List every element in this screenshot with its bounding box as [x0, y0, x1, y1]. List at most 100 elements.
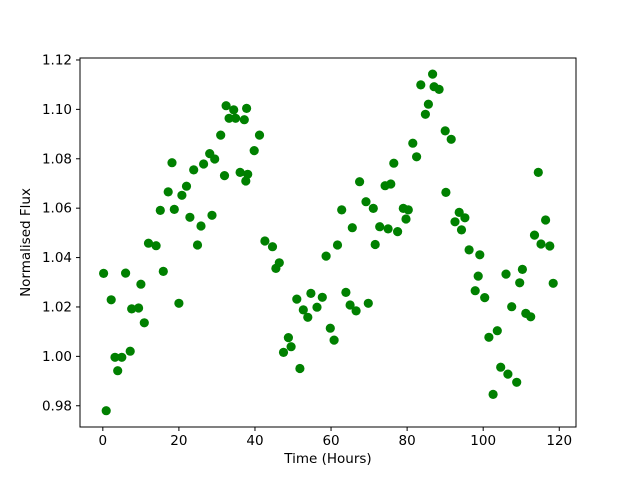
scatter-point: [216, 130, 226, 140]
scatter-point: [199, 159, 209, 169]
scatter-point: [110, 352, 120, 362]
x-tick-label: 20: [170, 433, 187, 449]
scatter-point: [169, 204, 179, 214]
y-tick-label: 1.12: [42, 52, 72, 68]
scatter-point: [189, 165, 199, 175]
scatter-point: [243, 169, 253, 179]
y-tick-label: 1.06: [42, 201, 72, 217]
y-tick-label: 1.02: [42, 299, 72, 315]
scatter-point: [163, 187, 173, 197]
scatter-point: [254, 130, 265, 140]
y-tick-label: 1.10: [42, 102, 72, 118]
scatter-point: [249, 146, 259, 156]
scatter-point: [512, 377, 522, 387]
scatter-point: [117, 352, 127, 362]
scatter-point: [454, 207, 464, 217]
scatter-point: [260, 236, 270, 246]
scatter-point: [484, 332, 494, 342]
scatter-point: [283, 333, 293, 343]
scatter-point: [134, 303, 144, 313]
data-points: [99, 69, 558, 416]
scatter-point: [361, 197, 371, 207]
scatter-point: [496, 362, 506, 372]
x-tick-label: 80: [399, 433, 416, 449]
scatter-point: [345, 300, 355, 310]
scatter-point: [541, 215, 551, 225]
scatter-point: [167, 158, 177, 168]
x-axis-label: Time (Hours): [283, 451, 371, 467]
x-tick-label: 100: [470, 433, 496, 449]
scatter-point: [475, 250, 485, 260]
scatter-point: [389, 158, 399, 168]
scatter-point: [501, 269, 511, 279]
scatter-point: [460, 213, 470, 223]
scatter-point: [434, 84, 444, 94]
axes: 0 20 40 60 80 100 120 0.98 1.00 1.02 1.04 1.06 1.08 1…: [42, 52, 577, 449]
scatter-point: [136, 279, 146, 289]
scatter-point: [420, 109, 430, 119]
y-tick-label: 1.08: [42, 151, 72, 167]
scatter-point: [151, 241, 161, 251]
scatter-point: [368, 203, 378, 213]
scatter-point: [363, 298, 373, 308]
scatter-point: [492, 326, 502, 336]
scatter-point: [113, 366, 123, 376]
scatter-point: [488, 389, 498, 399]
scatter-point: [440, 126, 450, 136]
scatter-point: [503, 369, 513, 379]
scatter-point: [267, 242, 278, 252]
scatter-point: [174, 298, 184, 308]
scatter-point: [450, 217, 460, 227]
scatter-point: [529, 230, 540, 240]
scatter-point: [196, 221, 206, 231]
scatter-point: [295, 363, 305, 374]
scatter-point: [545, 241, 555, 251]
x-tick-label: 0: [99, 433, 108, 449]
scatter-point: [317, 292, 327, 302]
scatter-point: [219, 171, 230, 181]
scatter-point: [303, 312, 313, 322]
x-tick-label: 120: [546, 433, 572, 449]
scatter-point: [480, 293, 490, 303]
scatter-point: [351, 306, 361, 316]
scatter-point: [306, 288, 316, 298]
plot-background: [80, 58, 576, 427]
scatter-point: [416, 80, 426, 90]
scatter-point: [526, 312, 536, 322]
scatter-point: [375, 222, 385, 232]
scatter-point: [456, 225, 467, 235]
x-tick-label: 40: [246, 433, 263, 449]
y-tick-label: 0.98: [42, 398, 72, 414]
scatter-point: [298, 305, 308, 315]
scatter-point: [99, 268, 109, 278]
scatter-point: [548, 278, 558, 288]
scatter-point: [464, 245, 474, 255]
scatter-point: [470, 286, 480, 296]
scatter-point: [235, 167, 245, 177]
scatter-point: [401, 214, 411, 224]
y-tick-label: 1.00: [42, 349, 72, 365]
scatter-point: [312, 302, 322, 312]
scatter-point: [332, 240, 343, 250]
plot-area: [80, 58, 576, 427]
scatter-point: [383, 224, 393, 234]
scatter-point: [517, 264, 528, 274]
scatter-point: [231, 113, 241, 123]
scatter-point: [355, 177, 365, 187]
scatter-point: [106, 295, 116, 305]
scatter-point: [403, 205, 413, 215]
scatter-point: [229, 105, 239, 115]
scatter-point: [139, 318, 149, 328]
scatter-point: [221, 101, 231, 111]
scatter-point: [412, 152, 422, 162]
scatter-point: [325, 323, 335, 333]
scatter-point: [286, 342, 296, 352]
scatter-point: [423, 99, 433, 109]
scatter-point: [507, 302, 517, 312]
plot-border: [79, 57, 577, 428]
scatter-point: [121, 268, 131, 278]
scatter-point: [341, 287, 351, 297]
scatter-point: [185, 212, 195, 222]
scatter-point: [125, 346, 135, 356]
scatter-point: [101, 406, 111, 416]
